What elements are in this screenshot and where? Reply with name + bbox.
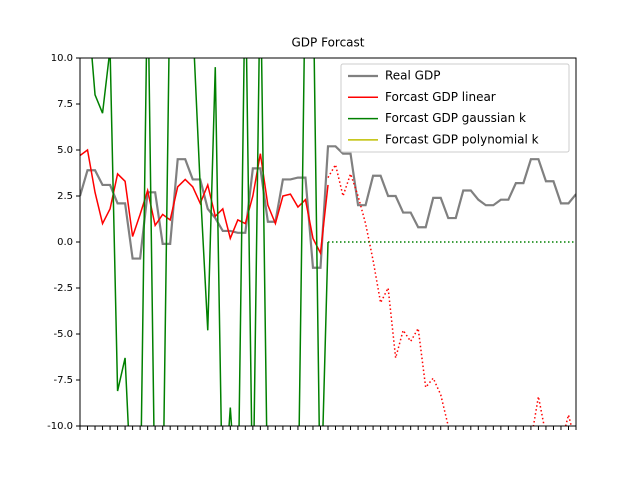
y-tick-label: 2.5 bbox=[57, 191, 73, 202]
y-tick-label: 7.5 bbox=[57, 99, 73, 110]
plot-lines bbox=[80, 58, 576, 426]
y-tick-label: -7.5 bbox=[53, 375, 73, 386]
y-tick-label: 10.0 bbox=[51, 53, 73, 64]
series-line bbox=[80, 145, 576, 269]
series-line bbox=[80, 148, 329, 256]
legend-box bbox=[340, 63, 570, 153]
legend-label: Forcast GDP polynomial k bbox=[385, 132, 539, 146]
y-tick-label: 5.0 bbox=[57, 145, 73, 156]
y-tick-label: -5.0 bbox=[53, 329, 73, 340]
y-tick-label: 0.0 bbox=[57, 237, 73, 248]
series-line bbox=[327, 162, 573, 426]
legend-label: Real GDP bbox=[385, 69, 440, 83]
y-tick-label: -2.5 bbox=[53, 283, 73, 294]
chart-title: GDP Forcast bbox=[292, 36, 365, 50]
series-line bbox=[91, 58, 329, 426]
legend-label: Forcast GDP linear bbox=[385, 90, 496, 104]
legend-label: Forcast GDP gaussian k bbox=[385, 111, 526, 125]
plot-frame bbox=[79, 57, 577, 427]
y-tick-label: -10.0 bbox=[47, 421, 73, 432]
